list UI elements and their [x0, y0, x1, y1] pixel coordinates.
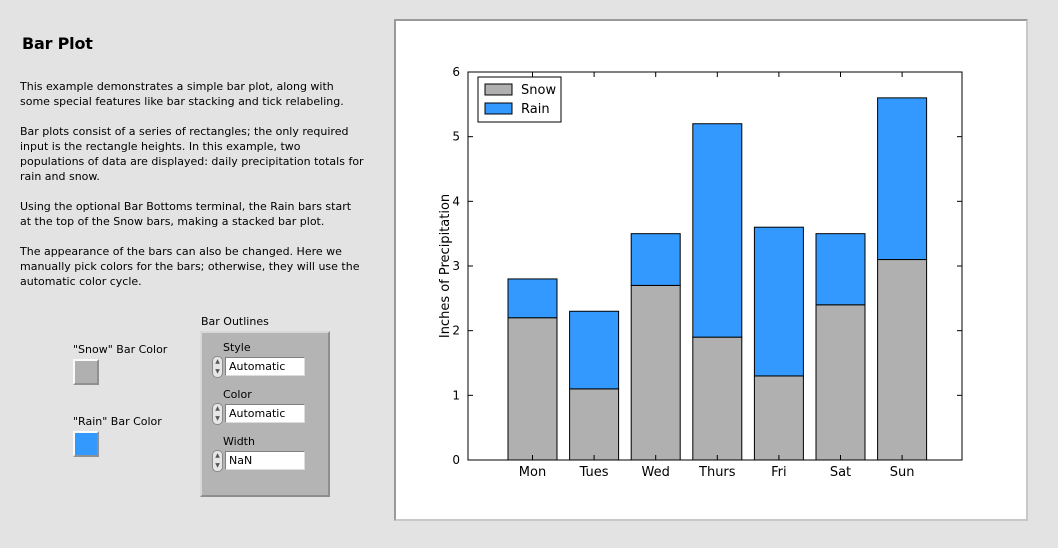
page-title: Bar Plot: [22, 34, 93, 53]
rain-color-label: "Rain" Bar Color: [73, 415, 162, 428]
up-arrow-icon: ▲: [215, 405, 220, 412]
width-label: Width: [223, 435, 255, 448]
width-field[interactable]: NaN: [225, 451, 305, 470]
bar-plot-panel: 0 1 2 3 4 5 6 Mon Tues Wed Thurs Fri Sat Sun Inches of…: [394, 19, 1028, 521]
down-arrow-icon: ▼: [215, 368, 220, 375]
y-tick-label: 1: [452, 388, 460, 402]
snow-bar: [692, 336, 743, 461]
y-tick-label: 5: [452, 130, 460, 144]
x-tick-label: Thurs: [698, 465, 736, 480]
rain-bar: [877, 97, 928, 261]
snow-color-label: "Snow" Bar Color: [73, 343, 168, 356]
up-arrow-icon: ▲: [215, 358, 220, 365]
snow-bar: [753, 375, 804, 461]
style-ring-stepper[interactable]: ▲ ▼: [212, 356, 223, 378]
x-tick-label: Wed: [642, 465, 670, 480]
rain-bar: [569, 310, 620, 390]
description-paragraph: Bar plots consist of a series of rectang…: [20, 125, 364, 183]
x-tick-label: Fri: [771, 465, 787, 480]
down-arrow-icon: ▼: [215, 462, 220, 469]
color-ring-stepper[interactable]: ▲ ▼: [212, 403, 223, 425]
color-field[interactable]: Automatic: [225, 404, 305, 423]
bar-chart: 0 1 2 3 4 5 6 Mon Tues Wed Thurs Fri Sat Sun Inches of…: [438, 65, 963, 480]
y-tick-label: 0: [452, 453, 460, 467]
width-stepper[interactable]: ▲ ▼: [212, 450, 223, 472]
rain-bar: [753, 226, 804, 377]
x-tick-label: Sun: [890, 465, 915, 480]
x-tick-label: Tues: [579, 465, 609, 480]
snow-bar: [877, 259, 928, 461]
snow-bar: [815, 304, 866, 461]
x-tick-label: Sat: [830, 465, 851, 480]
snow-color-picker[interactable]: [73, 359, 99, 385]
y-tick-label: 4: [452, 194, 460, 208]
up-arrow-icon: ▲: [215, 452, 220, 459]
rain-bar: [630, 233, 681, 286]
x-tick-label: Mon: [519, 465, 546, 480]
description-paragraph: The appearance of the bars can also be c…: [20, 245, 360, 288]
legend-swatch: [484, 102, 513, 115]
style-label: Style: [223, 341, 251, 354]
style-field[interactable]: Automatic: [225, 357, 305, 376]
rain-bar: [507, 278, 558, 319]
y-tick-label: 2: [452, 324, 460, 338]
snow-bar: [507, 317, 558, 461]
bar-outlines-label: Bar Outlines: [201, 315, 269, 328]
legend-swatch: [484, 83, 513, 96]
rain-bar: [692, 123, 743, 338]
y-tick-label: 3: [452, 259, 460, 273]
description-paragraph: Using the optional Bar Bottoms terminal,…: [20, 200, 352, 228]
snow-bar: [569, 388, 620, 461]
bar-outlines-cluster: Style ▲ ▼ Automatic Color ▲ ▼ Automatic Wi…: [200, 331, 330, 497]
y-tick-label: 6: [452, 65, 460, 79]
legend-label: Snow: [521, 83, 556, 98]
snow-bar: [630, 284, 681, 461]
y-axis-label: Inches of Precipitation: [438, 194, 453, 338]
rain-color-picker[interactable]: [73, 431, 99, 457]
color-label: Color: [223, 388, 252, 401]
legend-label: Rain: [521, 102, 550, 117]
down-arrow-icon: ▼: [215, 415, 220, 422]
description-paragraph: This example demonstrates a simple bar p…: [20, 80, 344, 108]
rain-bar: [815, 233, 866, 306]
